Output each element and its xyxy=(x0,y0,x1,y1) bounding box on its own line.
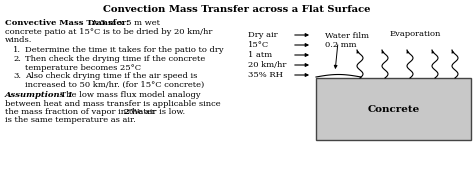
Text: 3.: 3. xyxy=(13,72,21,80)
Text: 35% RH: 35% RH xyxy=(248,71,283,79)
Text: Then check the drying time if the concrete: Then check the drying time if the concre… xyxy=(25,55,205,63)
Text: Water: Water xyxy=(128,108,155,116)
Text: 2.: 2. xyxy=(13,55,21,63)
Text: The low mass flux model analogy: The low mass flux model analogy xyxy=(58,91,201,99)
Text: 1.: 1. xyxy=(13,46,21,55)
Text: Convective Mass Transfer:: Convective Mass Transfer: xyxy=(5,19,129,27)
Text: temperature becomes 25°C: temperature becomes 25°C xyxy=(25,64,141,71)
Text: 2: 2 xyxy=(123,108,129,116)
Text: 1 atm: 1 atm xyxy=(248,51,272,59)
Text: A 5 m x 5 m wet: A 5 m x 5 m wet xyxy=(89,19,160,27)
Text: increased to 50 km/hr. (for 15°C concrete): increased to 50 km/hr. (for 15°C concret… xyxy=(25,80,204,89)
Text: Convection Mass Transfer across a Flat Surface: Convection Mass Transfer across a Flat S… xyxy=(103,5,371,14)
Text: concrete patio at 15°C is to be dried by 20 km/hr: concrete patio at 15°C is to be dried by… xyxy=(5,27,212,36)
Text: Assumptions 1: Assumptions 1 xyxy=(5,91,74,99)
Text: between heat and mass transfer is applicable since: between heat and mass transfer is applic… xyxy=(5,99,220,108)
Text: Dry air: Dry air xyxy=(248,31,278,39)
Text: winds.: winds. xyxy=(5,36,32,44)
Text: Evaporation: Evaporation xyxy=(390,30,441,38)
Text: Concrete: Concrete xyxy=(367,104,419,113)
Text: is the same temperature as air.: is the same temperature as air. xyxy=(5,117,136,124)
Text: Determine the time it takes for the patio to dry: Determine the time it takes for the pati… xyxy=(25,46,224,55)
Text: Also check drying time if the air speed is: Also check drying time if the air speed … xyxy=(25,72,197,80)
Text: 15°C: 15°C xyxy=(248,41,269,49)
Bar xyxy=(316,78,471,140)
Text: the mass fraction of vapor in the air is low.: the mass fraction of vapor in the air is… xyxy=(5,108,188,116)
Text: 20 km/hr: 20 km/hr xyxy=(248,61,286,69)
Text: Water film
0.2 mm: Water film 0.2 mm xyxy=(325,32,369,49)
